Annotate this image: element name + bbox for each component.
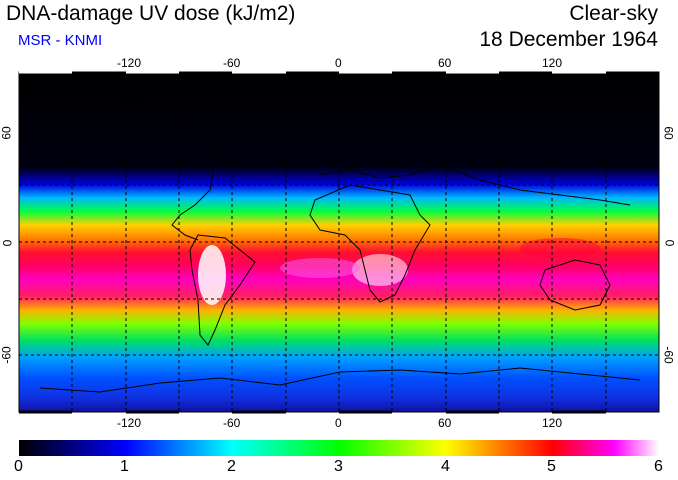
map-title: DNA-damage UV dose (kJ/m2)	[6, 2, 296, 25]
lon-tick-top: 0	[335, 56, 342, 70]
lon-tick-top: -60	[223, 56, 241, 70]
eurasia-coast	[319, 164, 631, 206]
map-subtitle: MSR - KNMI	[18, 32, 103, 49]
north-america-coast	[89, 99, 216, 241]
colorbar-label: 0	[14, 458, 23, 475]
colorbar-label: 2	[227, 458, 236, 475]
lon-tick-top: 60	[438, 56, 452, 70]
lon-tick-bottom: -60	[223, 416, 241, 430]
border-scale	[19, 70, 606, 414]
lon-tick-bottom: -120	[117, 416, 142, 430]
uv-highlights	[198, 238, 600, 305]
map-date: 18 December 1964	[479, 28, 658, 51]
australia-coast	[539, 259, 611, 311]
colorbar-label: 6	[654, 458, 663, 475]
lon-tick-top: -120	[117, 56, 142, 70]
lon-tick-top: 120	[542, 56, 563, 70]
lon-tick-bottom: 60	[438, 416, 452, 430]
lon-tick-bottom: 0	[335, 416, 342, 430]
coastlines	[39, 99, 641, 393]
africa-coast	[309, 184, 431, 303]
colorbar-label: 5	[547, 458, 556, 475]
colorbar-label: 1	[120, 458, 129, 475]
graticule	[19, 72, 659, 412]
colorbar-label: 3	[334, 458, 343, 475]
lon-tick-bottom: 120	[542, 416, 563, 430]
south-america-coast	[189, 234, 256, 346]
sky-condition: Clear-sky	[569, 2, 658, 25]
colorbar-label: 4	[441, 458, 450, 475]
antarctica-coast	[39, 367, 641, 393]
colorbar	[19, 440, 659, 456]
